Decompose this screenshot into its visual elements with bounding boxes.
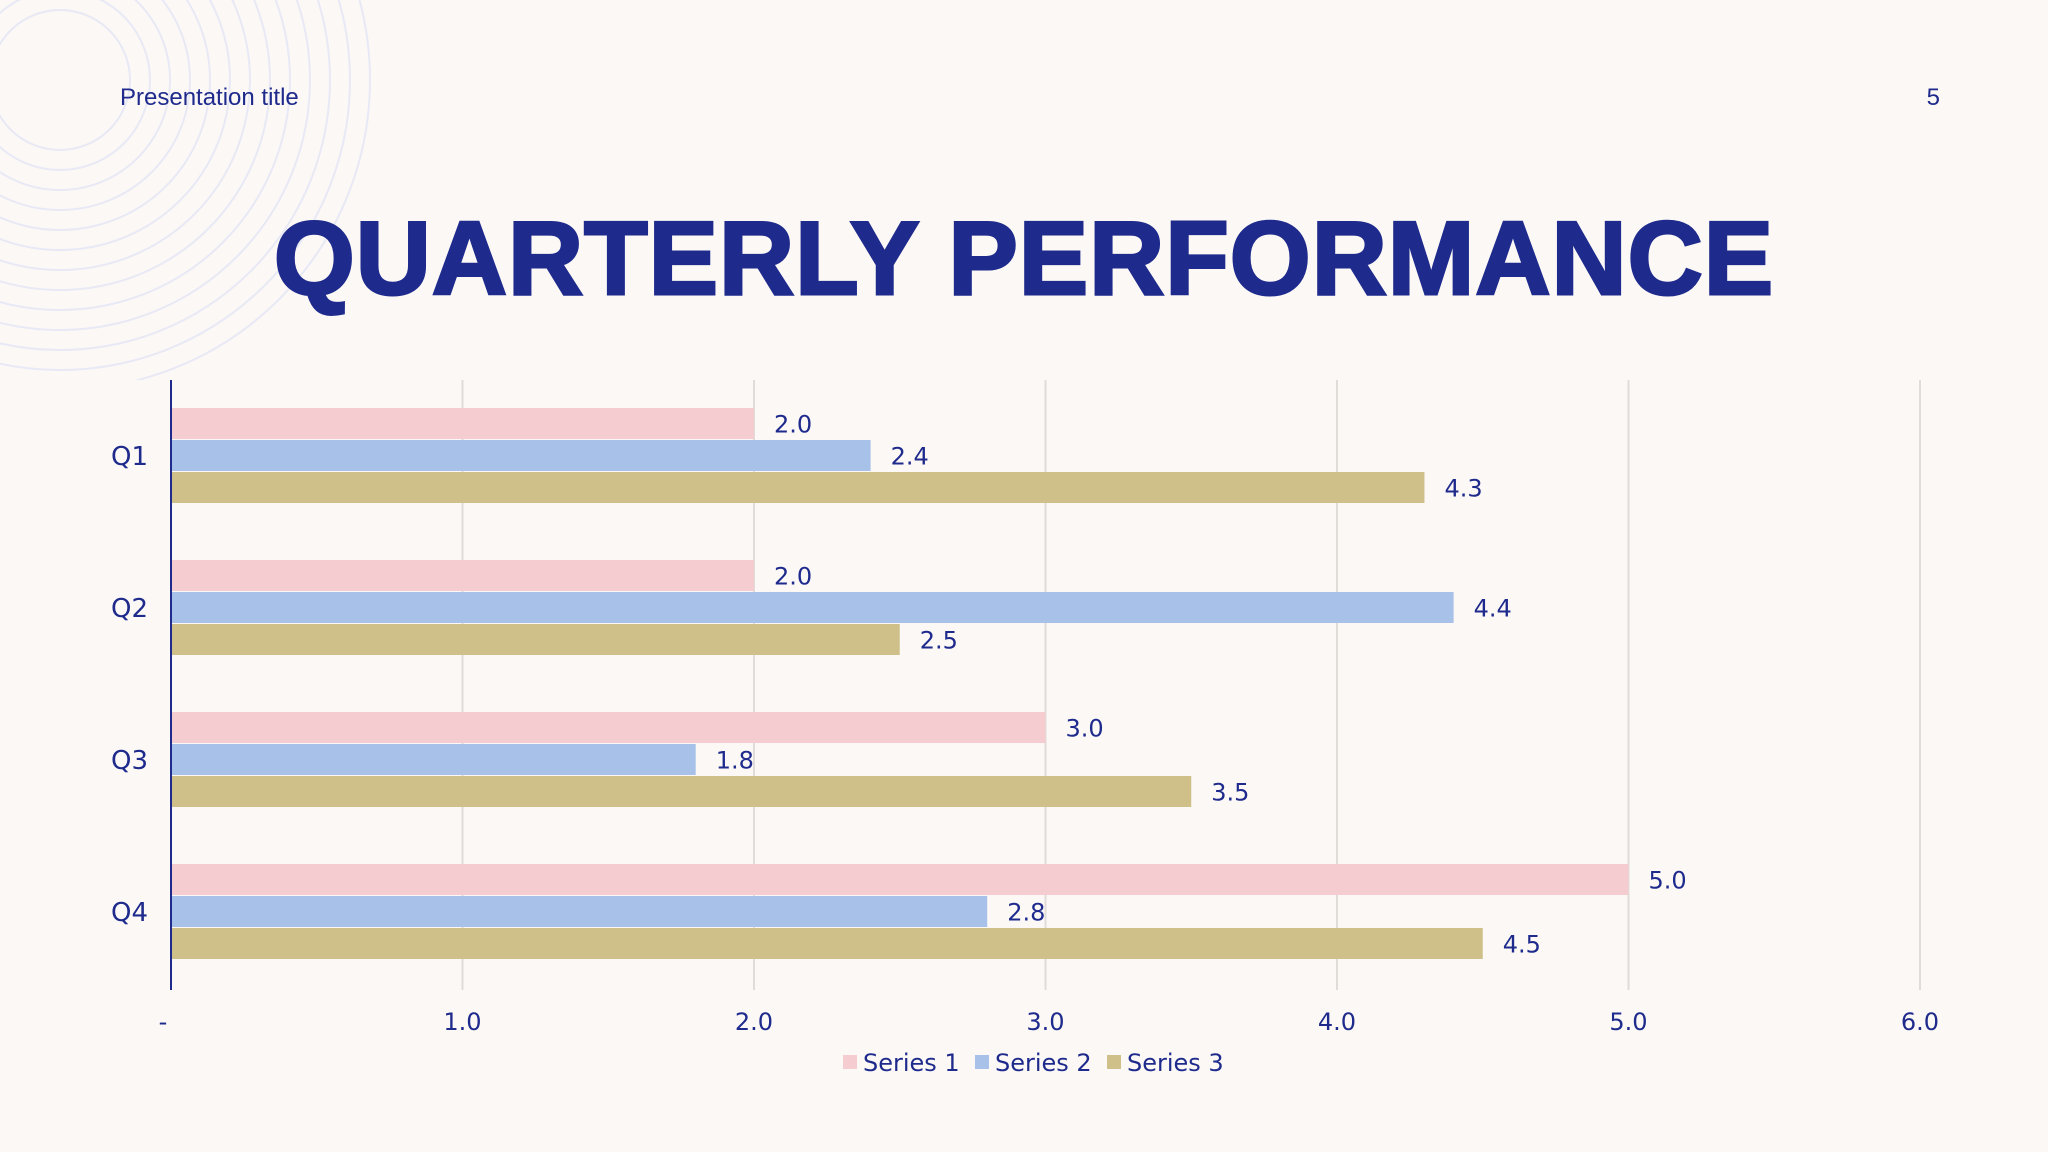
data-label: 2.0 <box>774 563 812 591</box>
bar <box>171 896 988 927</box>
x-tick-label: 4.0 <box>1318 1008 1356 1036</box>
x-tick-label: 6.0 <box>1901 1008 1939 1036</box>
legend-label: Series 2 <box>995 1049 1092 1077</box>
bar <box>171 776 1192 807</box>
data-label: 2.8 <box>1007 899 1045 927</box>
data-label: 2.4 <box>891 443 929 471</box>
legend-swatch <box>843 1055 857 1069</box>
bar <box>171 864 1629 895</box>
bar <box>171 472 1425 503</box>
bar <box>171 712 1046 743</box>
data-label: 2.0 <box>774 411 812 439</box>
bar <box>171 624 900 655</box>
x-tick-label: - <box>159 1008 168 1036</box>
x-tick-label: 2.0 <box>735 1008 773 1036</box>
data-label: 3.0 <box>1066 715 1104 743</box>
decorative-concentric-arcs <box>0 0 371 380</box>
category-label: Q4 <box>111 898 148 928</box>
x-tick-label: 1.0 <box>443 1008 481 1036</box>
bar <box>171 440 871 471</box>
legend-label: Series 3 <box>1127 1049 1224 1077</box>
slide-title: QUARTERLY PERFORMANCE <box>272 201 1775 317</box>
data-label: 1.8 <box>716 747 754 775</box>
bar <box>171 408 754 439</box>
bar <box>171 560 754 591</box>
data-label: 4.5 <box>1503 931 1541 959</box>
legend-label: Series 1 <box>863 1049 960 1077</box>
legend-swatch <box>975 1055 989 1069</box>
bar <box>171 928 1483 959</box>
category-label: Q2 <box>111 594 148 624</box>
data-label: 2.5 <box>920 627 958 655</box>
legend-swatch <box>1107 1055 1121 1069</box>
presentation-title: Presentation title <box>120 84 299 111</box>
data-label: 4.4 <box>1474 595 1512 623</box>
page-number: 5 <box>1926 84 1940 111</box>
category-label: Q3 <box>111 746 148 776</box>
x-tick-label: 3.0 <box>1026 1008 1064 1036</box>
category-label: Q1 <box>111 442 148 472</box>
bar <box>171 744 696 775</box>
data-label: 5.0 <box>1649 867 1687 895</box>
bar <box>171 592 1454 623</box>
data-label: 4.3 <box>1444 475 1482 503</box>
x-tick-label: 5.0 <box>1609 1008 1647 1036</box>
data-label: 3.5 <box>1211 779 1249 807</box>
